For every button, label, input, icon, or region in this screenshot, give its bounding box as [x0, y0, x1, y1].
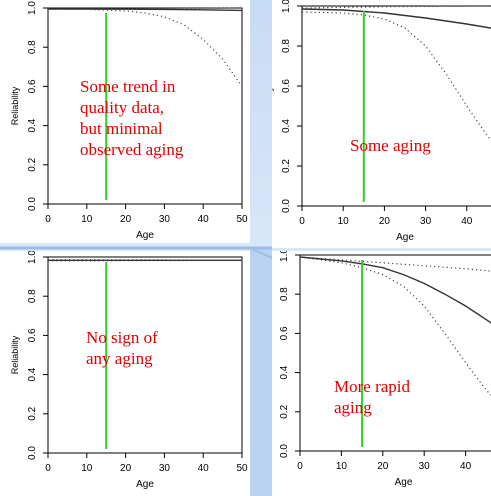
chart-svg-bottom-left: 0 10 20 30 40 50 0.0 0.2 0.4 0.6 0.8 1.0 Age Reliabil…	[10, 251, 248, 490]
y-tick-label: 0.6	[281, 79, 292, 93]
y-tick-label: 0.6	[27, 328, 38, 342]
y-tick-label: 1.0	[27, 251, 38, 264]
annotation-line: No sign of	[86, 328, 158, 347]
connector-band	[250, 248, 272, 496]
y-tick-label: 0.2	[27, 157, 38, 171]
series-line-bound	[47, 8, 243, 87]
y-tick-label: 0.8	[281, 39, 292, 53]
x-tick-label: 40	[461, 216, 473, 227]
x-axis-title: Age	[396, 232, 414, 243]
chart-annotation-top-right: Some aging	[350, 135, 431, 156]
chart-panel-top-left: 0 10 20 30 40 50 0.0 0.2 0.4 0.6 0.8 1.0 Age Reliabil…	[0, 0, 250, 243]
y-tick-label: 0.4	[27, 118, 38, 132]
x-tick-label: 30	[420, 216, 432, 227]
divider-slant	[249, 247, 273, 259]
y-tick-label: 0.0	[27, 197, 38, 211]
x-tick-label: 40	[460, 461, 472, 472]
annotation-line: Some aging	[350, 136, 431, 155]
chart-panel-bottom-left: 0 10 20 30 40 50 0.0 0.2 0.4 0.6 0.8 1.0 Age Reliabil…	[0, 251, 250, 496]
y-axis-title: Reliability	[10, 86, 20, 125]
chart-annotation-bottom-right: More rapid aging	[334, 376, 410, 418]
chart-panel-top-right: 010203040500.00.20.40.60.81.0AgeReliabil…	[272, 0, 491, 248]
y-tick-label: 0.0	[281, 199, 292, 213]
y-tick-label: 1.0	[27, 1, 38, 15]
plot-frame	[47, 256, 243, 454]
plot-frame	[299, 254, 491, 452]
x-tick-label: 30	[159, 463, 171, 474]
annotation-line: quality data,	[80, 98, 165, 117]
y-tick-label: 0.8	[279, 287, 290, 301]
series-line-bound	[299, 256, 491, 396]
x-tick-label: 0	[297, 461, 303, 472]
y-tick-label: 1.0	[281, 0, 292, 13]
x-axis-title: Age	[136, 230, 154, 241]
plot-frame	[301, 5, 491, 207]
series-line-bound	[301, 11, 491, 142]
annotation-line: More rapid	[334, 377, 411, 396]
x-tick-label: 20	[120, 214, 132, 225]
y-tick-label: 0.4	[279, 365, 290, 379]
annotation-line: observed aging	[80, 140, 184, 159]
y-tick-label: 0.0	[279, 444, 290, 458]
x-tick-label: 50	[236, 463, 248, 474]
x-tick-label: 40	[198, 214, 210, 225]
chart-svg-top-left: 0 10 20 30 40 50 0.0 0.2 0.4 0.6 0.8 1.0 Age Reliabil…	[10, 1, 248, 241]
series-line-fitted	[301, 8, 491, 29]
y-tick-label: 0.8	[27, 289, 38, 303]
x-tick-label: 30	[419, 461, 431, 472]
x-tick-label: 0	[299, 216, 305, 227]
x-tick-label: 20	[120, 463, 132, 474]
x-tick-label: 30	[159, 214, 171, 225]
y-axis-title: Reliability	[272, 86, 274, 125]
y-axis-title: Reliability	[10, 335, 20, 374]
x-tick-label: 0	[45, 463, 51, 474]
y-tick-label: 0.2	[27, 406, 38, 420]
annotation-line: any aging	[86, 349, 153, 368]
x-tick-label: 0	[45, 214, 51, 225]
chart-panel-bottom-right: 010203040500.00.20.40.60.81.0AgeReliabil…	[272, 251, 491, 496]
y-tick-label: 1.0	[279, 251, 290, 262]
chart-annotation-bottom-left: No sign of any aging	[86, 327, 158, 369]
chart-svg-bottom-right: 010203040500.00.20.40.60.81.0AgeReliabil…	[279, 251, 491, 488]
y-tick-label: 0.6	[279, 326, 290, 340]
annotation-line: aging	[334, 398, 372, 417]
x-axis-title: Age	[395, 477, 413, 488]
x-tick-label: 20	[379, 216, 391, 227]
y-tick-label: 0.6	[27, 79, 38, 93]
x-tick-label: 50	[236, 214, 248, 225]
series-line-fitted	[299, 256, 491, 324]
x-tick-label: 40	[198, 463, 210, 474]
y-tick-label: 0.4	[281, 119, 292, 133]
series-line-bound	[301, 5, 491, 9]
x-axis-title: Age	[136, 479, 154, 490]
x-tick-label: 10	[81, 214, 93, 225]
x-tick-label: 10	[81, 463, 93, 474]
x-tick-label: 10	[336, 461, 348, 472]
chart-annotation-top-left: Some trend in quality data, but minimal …	[80, 76, 183, 160]
series-line-bound	[47, 7, 243, 10]
annotation-line: but minimal	[80, 119, 163, 138]
chart-svg-top-right: 010203040500.00.20.40.60.81.0AgeReliabil…	[272, 0, 491, 243]
series-line-bound	[299, 256, 491, 272]
y-tick-label: 0.8	[27, 40, 38, 54]
x-tick-label: 10	[338, 216, 350, 227]
y-tick-label: 0.4	[27, 367, 38, 381]
x-tick-label: 20	[377, 461, 389, 472]
y-tick-label: 0.2	[279, 404, 290, 418]
y-tick-label: 0.0	[27, 446, 38, 460]
annotation-line: Some trend in	[80, 77, 176, 96]
y-tick-label: 0.2	[281, 159, 292, 173]
series-line-fitted	[48, 8, 243, 12]
